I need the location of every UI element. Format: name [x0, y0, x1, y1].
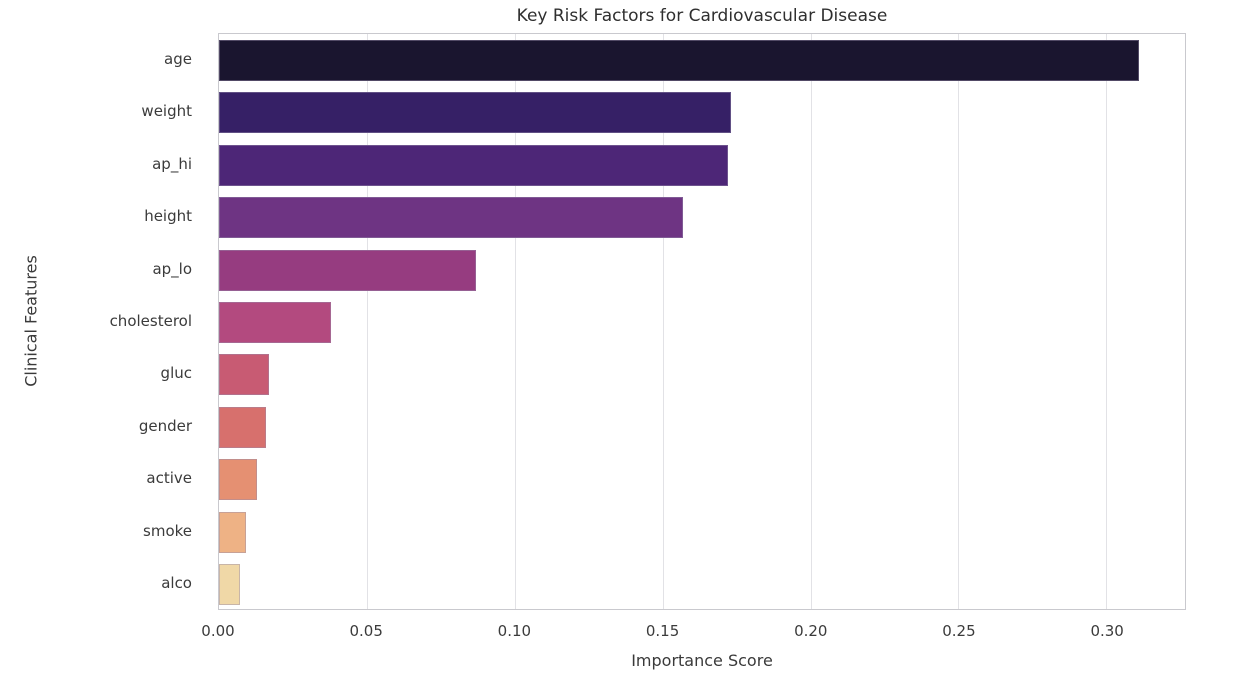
bar-row-alco — [219, 559, 1185, 611]
bar-row-gluc — [219, 349, 1185, 401]
bar-alco — [219, 564, 240, 606]
bar-weight — [219, 92, 731, 134]
bar-row-active — [219, 454, 1185, 506]
bar-row-gender — [219, 401, 1185, 453]
bar-ap_lo — [219, 249, 477, 291]
gridline-0.20 — [810, 34, 812, 609]
x-tick-0.10: 0.10 — [497, 622, 532, 640]
gridline-0.10 — [514, 34, 516, 609]
chart-title: Key Risk Factors for Cardiovascular Dise… — [516, 6, 888, 26]
gridline-0.15 — [662, 34, 664, 609]
bar-cholesterol — [219, 301, 332, 343]
x-tick-0.00: 0.00 — [201, 622, 235, 640]
gridline-0.30 — [1106, 34, 1108, 609]
y-tick-weight: weight — [141, 102, 192, 121]
y-tick-gluc: gluc — [160, 364, 192, 383]
bar-smoke — [219, 511, 246, 553]
bar-height — [219, 197, 684, 239]
bar-gluc — [219, 354, 270, 396]
x-tick-0.25: 0.25 — [942, 622, 976, 640]
x-tick-0.05: 0.05 — [349, 622, 383, 640]
gridline-0.05 — [366, 34, 368, 609]
bar-row-height — [219, 191, 1185, 243]
y-tick-active: active — [146, 469, 192, 488]
y-tick-age: age — [164, 49, 192, 68]
x-tick-0.15: 0.15 — [645, 622, 680, 640]
bar-row-smoke — [219, 506, 1185, 558]
bar-ap_hi — [219, 144, 728, 186]
gridline-0.25 — [958, 34, 960, 609]
y-tick-ap_lo: ap_lo — [152, 259, 192, 278]
x-tick-0.30: 0.30 — [1090, 622, 1124, 640]
x-tick-0.20: 0.20 — [794, 622, 828, 640]
bar-gender — [219, 406, 267, 448]
y-tick-ap_hi: ap_hi — [152, 154, 192, 173]
bar-age — [219, 39, 1139, 81]
y-tick-cholesterol: cholesterol — [109, 312, 192, 330]
y-tick-smoke: smoke — [143, 521, 192, 540]
x-axis-label: Importance Score — [631, 651, 773, 670]
bar-row-ap_lo — [219, 244, 1185, 296]
bar-row-cholesterol — [219, 296, 1185, 348]
bar-active — [219, 459, 258, 501]
plot-area — [218, 33, 1186, 610]
bar-row-ap_hi — [219, 139, 1185, 191]
y-tick-height: height — [144, 207, 192, 226]
bar-row-age — [219, 34, 1185, 86]
y-tick-gender: gender — [138, 416, 192, 435]
bar-row-weight — [219, 86, 1185, 138]
y-tick-alco: alco — [161, 574, 192, 593]
